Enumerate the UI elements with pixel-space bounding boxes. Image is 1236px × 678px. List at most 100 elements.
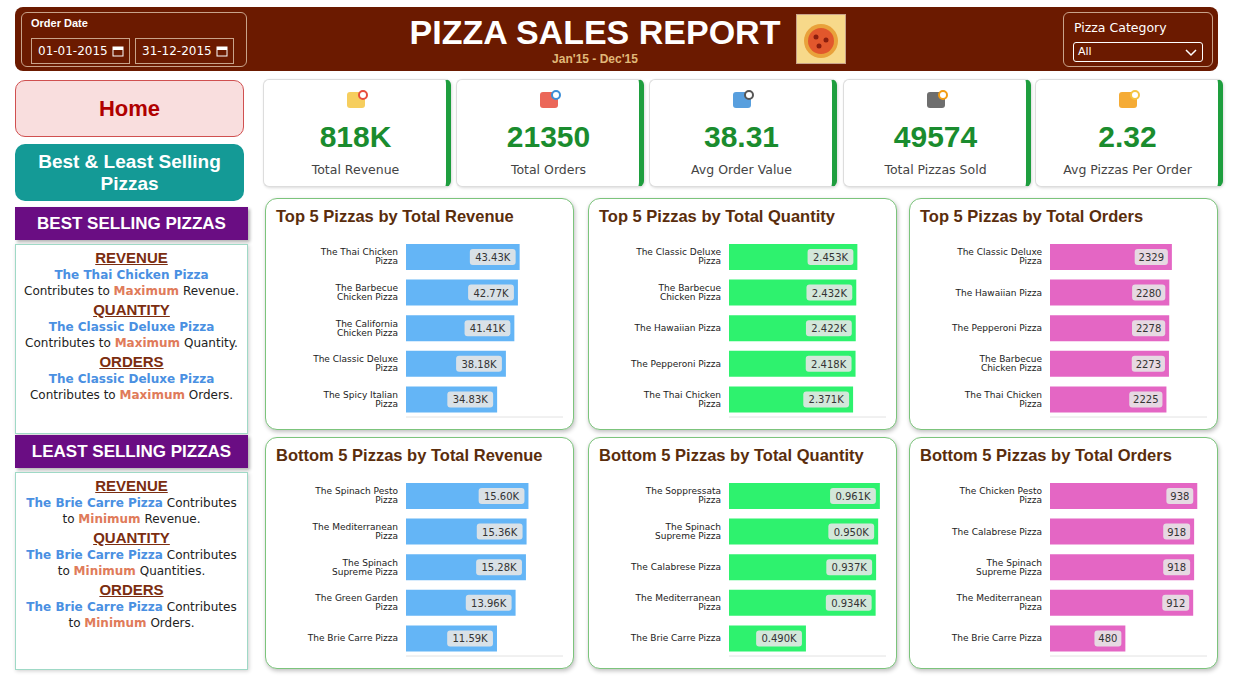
svg-text:The SpinachSupreme Pizza: The SpinachSupreme Pizza <box>655 522 721 541</box>
html-text:Contributes to Maximum Orders.: Contributes to Maximum Orders. <box>30 388 233 402</box>
svg-text:2273: 2273 <box>1136 359 1161 370</box>
svg-text:The Brie Carre Pizza: The Brie Carre Pizza <box>951 633 1042 643</box>
html-text:Avg Order Value: Avg Order Value <box>691 162 792 177</box>
html-text:The Brie Carre Pizza Contribut: The Brie Carre Pizza Contributes to Mini… <box>26 600 237 630</box>
svg-text:38.18K: 38.18K <box>461 359 497 370</box>
html-text:21350: 21350 <box>506 120 591 153</box>
svg-text:The MediterraneanPizza: The MediterraneanPizza <box>312 522 398 541</box>
html-text:The Brie Carre Pizza Contribut: The Brie Carre Pizza Contributes to Mini… <box>26 496 237 526</box>
svg-text:The Hawaiian Pizza: The Hawaiian Pizza <box>633 323 721 333</box>
svg-text:The Pepperoni Pizza: The Pepperoni Pizza <box>630 359 721 369</box>
svg-text:918: 918 <box>1167 527 1186 538</box>
svg-text:The MediterraneanPizza: The MediterraneanPizza <box>635 593 721 612</box>
html-text:Top 5 Pizzas by Total Revenue: Top 5 Pizzas by Total Revenue <box>276 207 514 225</box>
svg-text:0.934K: 0.934K <box>831 598 867 609</box>
svg-text:The Calabrese Pizza: The Calabrese Pizza <box>951 527 1042 537</box>
html-text:Best & Least Selling Pizzas: Best & Least Selling Pizzas <box>38 150 221 194</box>
svg-text:The Hawaiian Pizza: The Hawaiian Pizza <box>954 288 1042 298</box>
html-text:Avg Pizzas Per Order: Avg Pizzas Per Order <box>1063 162 1192 177</box>
svg-text:2278: 2278 <box>1136 323 1161 334</box>
html-text:PIZZA SALES REPORT: PIZZA SALES REPORT <box>409 13 781 51</box>
svg-text:0.490K: 0.490K <box>761 633 797 644</box>
html-text:Contributes to Maximum Quantit: Contributes to Maximum Quantity. <box>25 336 238 350</box>
html-text:Top 5 Pizzas by Total Orders: Top 5 Pizzas by Total Orders <box>920 207 1144 225</box>
svg-text:42.77K: 42.77K <box>473 288 509 299</box>
html-text:Bottom 5 Pizzas by Total Order: Bottom 5 Pizzas by Total Orders <box>920 446 1172 464</box>
svg-text:41.41K: 41.41K <box>470 323 506 334</box>
html-text:ORDERS: ORDERS <box>99 353 164 370</box>
html-text:The Brie Carre Pizza Contribut: The Brie Carre Pizza Contributes to Mini… <box>26 548 237 578</box>
html-text:31-12-2015: 31-12-2015 <box>142 44 212 58</box>
html-text:ORDERS: ORDERS <box>99 581 164 598</box>
html-text:BEST SELLING PIZZAS: BEST SELLING PIZZAS <box>37 213 226 233</box>
svg-text:15.36K: 15.36K <box>482 527 518 538</box>
svg-text:The Chicken PestoPizza: The Chicken PestoPizza <box>959 486 1043 505</box>
svg-text:The Classic DeluxePizza: The Classic DeluxePizza <box>312 354 398 373</box>
svg-text:The BarbecueChicken Pizza: The BarbecueChicken Pizza <box>335 283 399 302</box>
html-text:49574: 49574 <box>893 120 978 153</box>
svg-text:The BarbecueChicken Pizza: The BarbecueChicken Pizza <box>658 283 722 302</box>
svg-text:34.83K: 34.83K <box>453 394 489 405</box>
html-text:Bottom 5 Pizzas by Total Quant: Bottom 5 Pizzas by Total Quantity <box>599 446 864 464</box>
html-text:Total Orders: Total Orders <box>510 162 587 177</box>
svg-text:The Thai ChickenPizza: The Thai ChickenPizza <box>320 247 398 266</box>
svg-text:13.96K: 13.96K <box>471 598 507 609</box>
svg-text:2280: 2280 <box>1136 288 1161 299</box>
svg-text:0.937K: 0.937K <box>832 562 868 573</box>
html-text:Total Pizzas Sold: Total Pizzas Sold <box>884 162 987 177</box>
html-text:38.31: 38.31 <box>704 120 779 153</box>
svg-text:0.950K: 0.950K <box>834 527 870 538</box>
svg-text:2329: 2329 <box>1139 252 1164 263</box>
svg-text:The Green GardenPizza: The Green GardenPizza <box>314 593 398 612</box>
svg-text:2225: 2225 <box>1133 394 1158 405</box>
html-text:The Classic Deluxe Pizza: The Classic Deluxe Pizza <box>48 372 215 386</box>
svg-text:The Brie Carre Pizza: The Brie Carre Pizza <box>307 633 398 643</box>
html-text:818K: 818K <box>319 120 392 153</box>
svg-text:912: 912 <box>1166 598 1185 609</box>
svg-text:The SoppressataPizza: The SoppressataPizza <box>645 486 721 505</box>
html-text:QUANTITY: QUANTITY <box>93 301 170 318</box>
svg-text:2.453K: 2.453K <box>813 252 849 263</box>
svg-text:938: 938 <box>1170 491 1189 502</box>
html-text:REVENUE: REVENUE <box>95 249 168 266</box>
svg-text:15.60K: 15.60K <box>484 491 520 502</box>
svg-text:2.418K: 2.418K <box>811 359 847 370</box>
html-text:Total Revenue: Total Revenue <box>311 162 400 177</box>
html-text:LEAST SELLING PIZZAS: LEAST SELLING PIZZAS <box>31 441 232 461</box>
svg-text:The Pepperoni Pizza: The Pepperoni Pizza <box>951 323 1042 333</box>
svg-text:The SpinachSupreme Pizza: The SpinachSupreme Pizza <box>332 558 398 577</box>
svg-text:The Thai ChickenPizza: The Thai ChickenPizza <box>964 390 1042 409</box>
html-text:Top 5 Pizzas by Total Quantity: Top 5 Pizzas by Total Quantity <box>599 207 835 225</box>
svg-text:2.422K: 2.422K <box>811 323 847 334</box>
svg-text:2.432K: 2.432K <box>812 288 848 299</box>
svg-text:11.59K: 11.59K <box>452 633 488 644</box>
svg-text:The SpinachSupreme Pizza: The SpinachSupreme Pizza <box>976 558 1042 577</box>
html-text:The Thai Chicken Pizza: The Thai Chicken Pizza <box>54 268 209 282</box>
svg-text:The CaliforniaChicken Pizza: The CaliforniaChicken Pizza <box>335 319 398 338</box>
html-text:Pizza Category: Pizza Category <box>1074 20 1167 35</box>
svg-text:The Spicy ItalianPizza: The Spicy ItalianPizza <box>322 390 398 409</box>
html-text:2.32: 2.32 <box>1098 120 1157 153</box>
svg-text:The Thai ChickenPizza: The Thai ChickenPizza <box>643 390 721 409</box>
svg-text:43.43K: 43.43K <box>475 252 511 263</box>
svg-text:The Calabrese Pizza: The Calabrese Pizza <box>630 562 721 572</box>
svg-text:918: 918 <box>1167 562 1186 573</box>
svg-text:The Classic DeluxePizza: The Classic DeluxePizza <box>956 247 1042 266</box>
html-text:QUANTITY: QUANTITY <box>93 529 170 546</box>
svg-text:0.961K: 0.961K <box>835 491 871 502</box>
svg-text:The MediterraneanPizza: The MediterraneanPizza <box>956 593 1042 612</box>
svg-text:480: 480 <box>1098 633 1117 644</box>
svg-text:The BarbecueChicken Pizza: The BarbecueChicken Pizza <box>979 354 1043 373</box>
html-text:Contributes to Maximum Revenue: Contributes to Maximum Revenue. <box>24 284 239 298</box>
html-text:REVENUE: REVENUE <box>95 477 168 494</box>
svg-text:The Classic DeluxePizza: The Classic DeluxePizza <box>635 247 721 266</box>
svg-text:2.371K: 2.371K <box>809 394 845 405</box>
html-text:Bottom 5 Pizzas by Total Reven: Bottom 5 Pizzas by Total Revenue <box>276 446 543 464</box>
svg-text:The Brie Carre Pizza: The Brie Carre Pizza <box>630 633 721 643</box>
html-text:Jan'15 - Dec'15: Jan'15 - Dec'15 <box>552 52 638 66</box>
svg-text:The Spinach PestoPizza: The Spinach PestoPizza <box>314 486 398 505</box>
html-text:01-01-2015: 01-01-2015 <box>38 44 108 58</box>
svg-text:15.28K: 15.28K <box>481 562 517 573</box>
html-text:The Classic Deluxe Pizza: The Classic Deluxe Pizza <box>48 320 215 334</box>
html-text:Home: Home <box>98 95 161 121</box>
